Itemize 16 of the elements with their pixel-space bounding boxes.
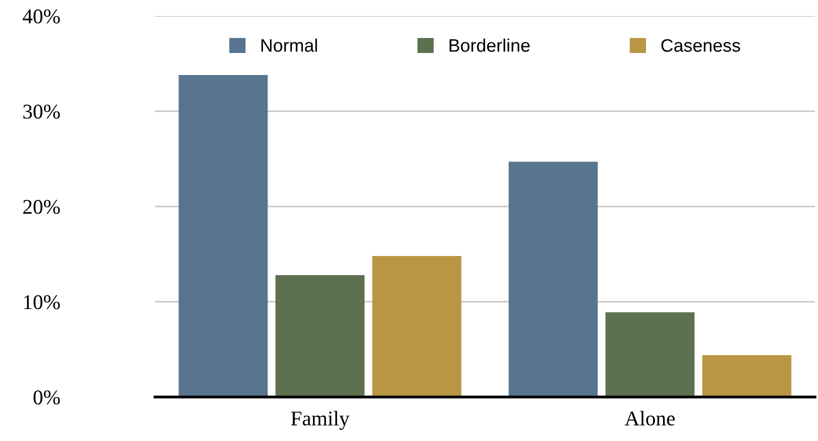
bar [508, 162, 598, 397]
y-tick-label: 30% [23, 104, 60, 119]
legend-label: Caseness [661, 39, 740, 52]
x-tick-label: Family [291, 410, 350, 430]
y-tick-label: 10% [24, 295, 60, 310]
bar [372, 256, 462, 397]
y-tick-label: 40% [22, 9, 60, 24]
bar [275, 275, 365, 397]
legend-label: Normal [261, 38, 317, 52]
bar [178, 75, 268, 397]
x-tick-label: Alone [624, 410, 675, 426]
legend-label: Borderline [450, 38, 530, 52]
y-tick-label: 0% [34, 390, 60, 404]
y-tick-label: 20% [23, 200, 60, 214]
bar [702, 355, 792, 397]
bar [605, 312, 695, 397]
